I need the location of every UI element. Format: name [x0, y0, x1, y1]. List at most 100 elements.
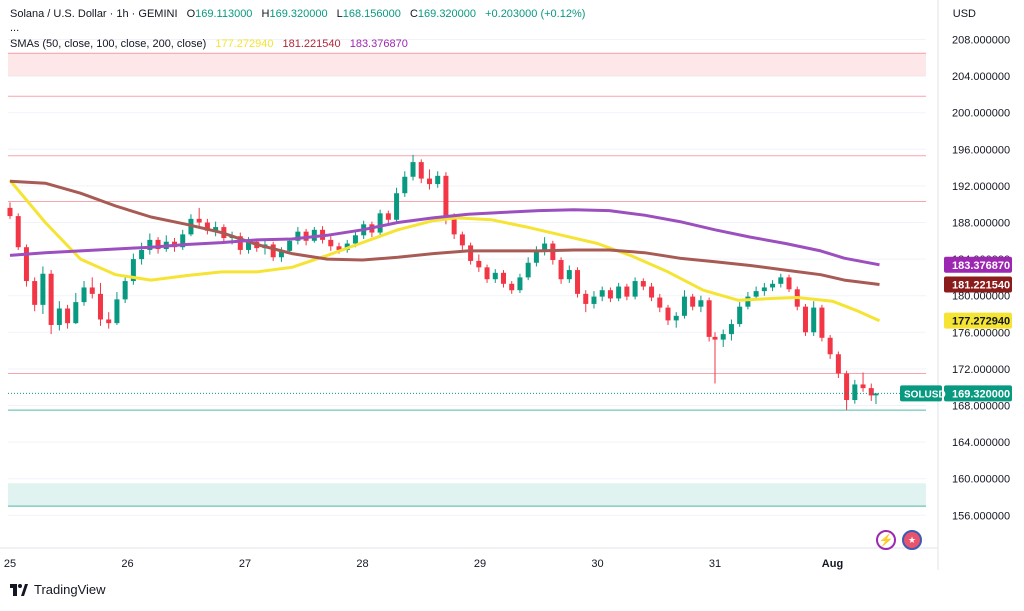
- candle: [73, 302, 79, 324]
- candle: [616, 286, 622, 299]
- candle: [270, 244, 276, 258]
- candle: [525, 262, 531, 278]
- sma100-value: 181.221540: [282, 38, 341, 50]
- candle: [640, 281, 646, 287]
- candle: [786, 277, 792, 290]
- candle: [56, 308, 62, 325]
- candle: [352, 235, 358, 244]
- last-price-tag: [944, 385, 1012, 402]
- y-tick-label: 192.000000: [952, 181, 1010, 193]
- sma100-line: [9, 179, 880, 286]
- candle: [657, 297, 663, 308]
- candle: [426, 178, 432, 185]
- close-label: C: [409, 8, 418, 20]
- chart-toolbar-bottom: ⚡ ★: [876, 530, 922, 550]
- symbol-tag-text: SOLUSD: [904, 389, 946, 400]
- ohlc-legend: Solana / U.S. Dollar · 1h · GEMINI O169.…: [10, 8, 591, 20]
- y-tick-label: 196.000000: [952, 144, 1010, 156]
- x-tick-label: 25: [4, 558, 16, 570]
- candle: [196, 218, 202, 223]
- candle: [591, 296, 597, 304]
- symbol-title[interactable]: Solana / U.S. Dollar · 1h · GEMINI: [10, 8, 178, 20]
- y-tick-label: 176.000000: [952, 327, 1010, 339]
- candle: [632, 281, 638, 297]
- candle: [681, 296, 687, 316]
- candle: [114, 299, 120, 324]
- candle: [402, 176, 408, 194]
- candle: [476, 260, 482, 268]
- currency-label[interactable]: USD: [952, 8, 976, 20]
- candle: [40, 273, 46, 305]
- candle: [97, 293, 103, 320]
- candle: [868, 388, 874, 396]
- candle: [213, 227, 219, 231]
- y-tick-label: 164.000000: [952, 437, 1010, 449]
- candle: [32, 281, 38, 305]
- candle: [130, 259, 136, 282]
- sma100-price-text: 181.221540: [952, 280, 1010, 292]
- candle: [753, 291, 759, 297]
- sma200-price-tag: [944, 256, 1012, 273]
- candle: [827, 337, 833, 355]
- candle: [770, 283, 776, 288]
- candle: [852, 384, 858, 401]
- y-tick-label: 204.000000: [952, 71, 1010, 83]
- sma50-price-tag: [944, 312, 1012, 329]
- y-tick-label: 208.000000: [952, 35, 1010, 47]
- lightning-icon[interactable]: ⚡: [876, 530, 896, 550]
- change-value: +0.203000 (+0.12%): [485, 8, 586, 20]
- candle: [180, 234, 186, 248]
- candle: [484, 267, 490, 280]
- open-value: 169.113000: [195, 8, 253, 20]
- open-label: O: [186, 8, 196, 20]
- candle: [287, 240, 293, 251]
- candle: [649, 286, 655, 298]
- candle: [23, 247, 29, 282]
- candle: [443, 175, 449, 218]
- flag-icon[interactable]: ★: [902, 530, 922, 550]
- candle: [48, 273, 54, 325]
- candle: [237, 236, 243, 250]
- y-tick-label: 168.000000: [952, 401, 1010, 413]
- candle: [819, 307, 825, 338]
- candle: [7, 207, 13, 217]
- symbol-tag: [900, 385, 942, 402]
- x-tick-label: 30: [591, 558, 603, 570]
- x-tick-label: 28: [356, 558, 368, 570]
- candle: [65, 308, 71, 324]
- candle: [665, 307, 671, 321]
- candle: [246, 241, 252, 250]
- x-tick-label: 27: [239, 558, 251, 570]
- candle: [728, 324, 734, 335]
- candle: [155, 239, 161, 250]
- candle: [607, 290, 613, 299]
- tradingview-logo[interactable]: TradingView: [10, 582, 106, 597]
- candle: [328, 239, 334, 247]
- candle: [624, 286, 630, 297]
- candle: [295, 231, 301, 241]
- sma200-price-text: 183.376870: [952, 260, 1010, 272]
- y-tick-label: 172.000000: [952, 364, 1010, 376]
- candle: [517, 277, 523, 291]
- candle: [139, 249, 145, 260]
- candle: [418, 162, 424, 179]
- candle: [802, 306, 808, 333]
- close-value: 169.320000: [417, 8, 477, 20]
- candle: [451, 217, 457, 235]
- candle: [204, 222, 210, 231]
- candle: [712, 336, 718, 340]
- high-value: 169.320000: [269, 8, 328, 20]
- sma-label[interactable]: SMAs (50, close, 100, close, 200, close): [10, 38, 207, 50]
- candle: [492, 272, 498, 280]
- candle: [583, 293, 589, 304]
- candle: [89, 287, 95, 294]
- candle: [673, 315, 679, 321]
- candle: [599, 290, 605, 297]
- legend-collapse-dots[interactable]: ...: [10, 22, 20, 34]
- candle: [761, 287, 767, 292]
- sma100-price-tag: [944, 276, 1012, 293]
- low-value: 168.156000: [342, 8, 401, 20]
- candle: [468, 245, 474, 261]
